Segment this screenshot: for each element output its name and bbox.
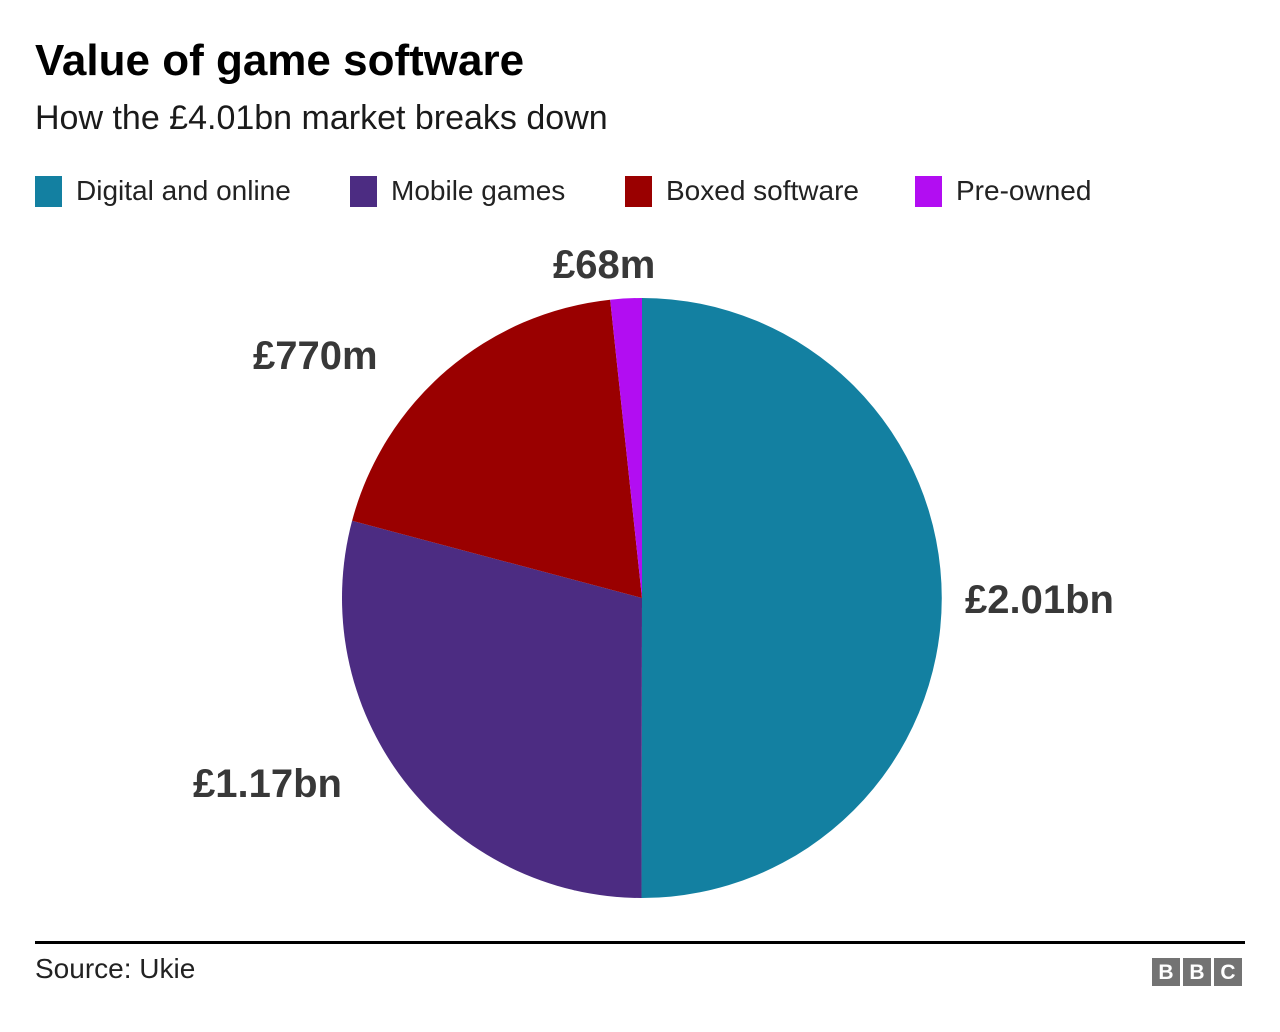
page-title: Value of game software: [35, 36, 525, 85]
value-label-digital-and-online: £2.01bn: [965, 578, 1114, 622]
bbc-logo-block: B: [1183, 958, 1211, 986]
legend-item-digital-and-online: Digital and online: [35, 175, 291, 207]
legend-item-pre-owned: Pre-owned: [915, 175, 1091, 207]
legend-swatch-mobile-games: [350, 175, 377, 207]
legend-label: Pre-owned: [956, 175, 1092, 206]
page-subtitle: How the £4.01bn market breaks down: [35, 99, 608, 137]
pie-slice-pre-owned: [610, 298, 642, 598]
footer-divider: [35, 941, 1245, 944]
source-label: Source: Ukie: [35, 953, 196, 984]
value-label-pre-owned: £68m: [553, 243, 656, 287]
legend-item-boxed-software: Boxed software: [625, 175, 859, 207]
legend-swatch-boxed-software: [625, 175, 652, 207]
legend-swatch-digital-and-online: [35, 175, 62, 207]
legend-swatch-pre-owned: [915, 175, 942, 207]
bbc-logo-block: B: [1152, 958, 1180, 986]
pie-slice-boxed-software: [352, 299, 642, 598]
value-label-boxed-software: £770m: [253, 334, 378, 378]
pie-slice-mobile-games: [341, 520, 642, 898]
legend-item-mobile-games: Mobile games: [350, 175, 565, 207]
legend-label: Mobile games: [391, 175, 566, 206]
value-label-mobile-games: £1.17bn: [193, 762, 342, 806]
legend-label: Boxed software: [666, 175, 859, 206]
legend-label: Digital and online: [76, 175, 291, 206]
bbc-logo: B B C: [1152, 958, 1242, 986]
bbc-logo-block: C: [1214, 958, 1242, 986]
pie-slice-digital-and-online: [641, 298, 942, 899]
